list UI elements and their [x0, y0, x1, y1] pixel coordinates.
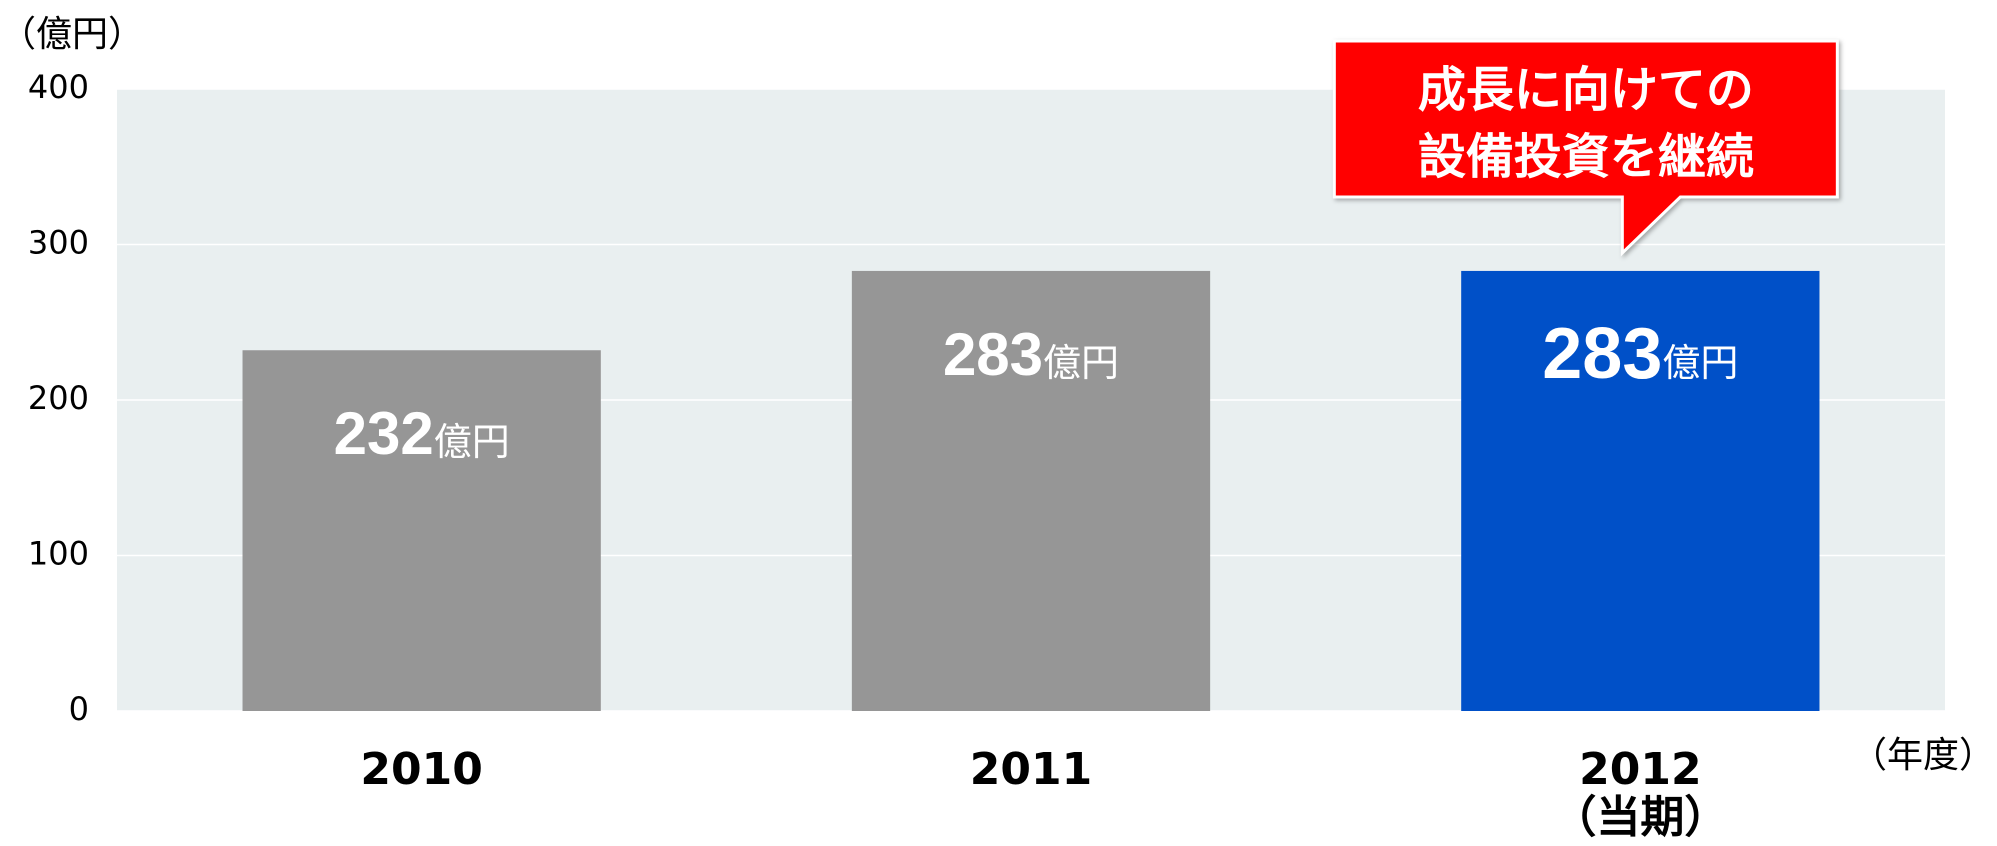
value-number: 283 [943, 321, 1043, 388]
bar [851, 270, 1211, 711]
bar [1461, 270, 1820, 711]
y-tick-label: 200 [28, 379, 89, 417]
x-tick-label: 2011 [970, 744, 1092, 795]
value-unit: 億円 [434, 420, 510, 464]
callout [1332, 39, 1839, 257]
value-number: 232 [334, 400, 434, 467]
callout-text: 成長に向けての [1418, 62, 1754, 118]
value-unit: 億円 [1043, 340, 1119, 384]
value-unit: 億円 [1662, 340, 1738, 384]
value-label: 283億円 [943, 321, 1119, 388]
callout-text: 設備投資を継続 [1418, 129, 1754, 185]
x-axis-label: （年度） [1851, 735, 1995, 776]
y-tick-label: 0 [69, 690, 89, 728]
y-tick-label: 100 [28, 535, 89, 573]
y-axis-label: （億円） [0, 14, 144, 55]
x-tick-sublabel: （当期） [1552, 792, 1728, 843]
x-tick-label: 2010 [360, 744, 482, 795]
value-label: 283億円 [1542, 314, 1738, 394]
x-tick-label: 2012 [1579, 744, 1701, 795]
y-tick-label: 400 [28, 68, 89, 106]
y-tick-label: 300 [28, 224, 89, 262]
value-label: 232億円 [334, 400, 510, 467]
value-number: 283 [1542, 314, 1662, 394]
bar [242, 350, 601, 711]
